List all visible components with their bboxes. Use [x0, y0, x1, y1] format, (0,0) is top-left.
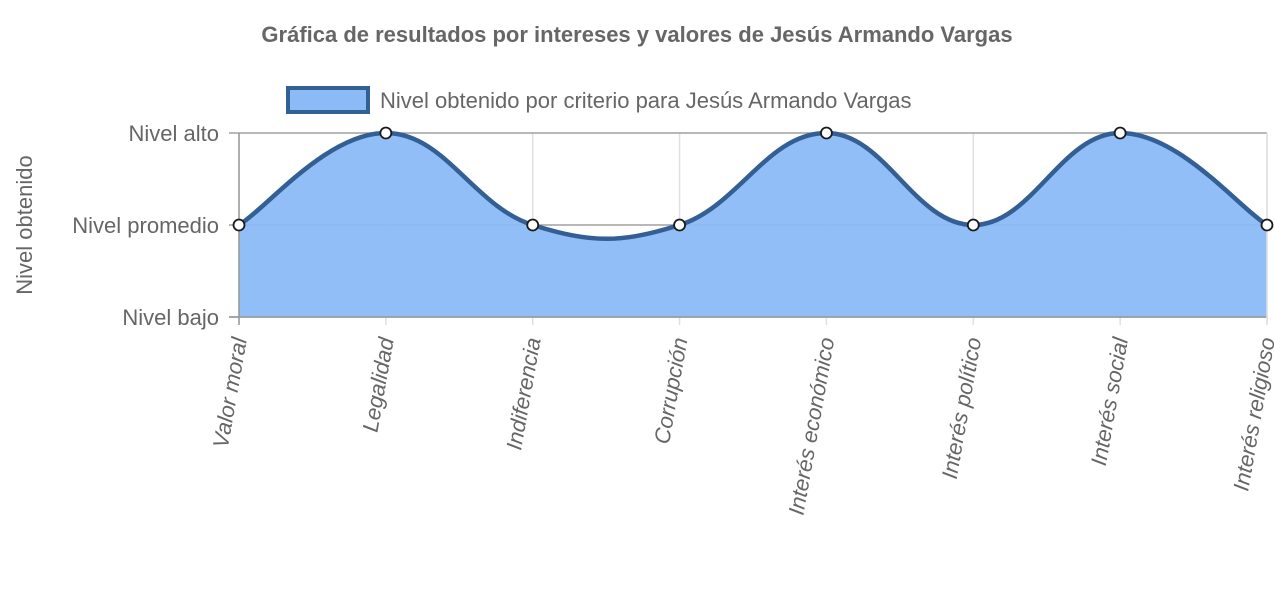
legend-swatch[interactable] [286, 86, 370, 114]
x-tick-label: Interés político [937, 336, 986, 481]
x-tick-label: Corrupción [649, 336, 692, 446]
y-tick-label: Nivel promedio [72, 213, 219, 238]
x-tick-label: Valor moral [208, 334, 252, 449]
data-point [1260, 218, 1274, 232]
y-axis-title: Nivel obtenido [12, 155, 37, 294]
series-area [239, 133, 1267, 317]
x-tick-labels: Valor moral Legalidad Indiferencia Corrupci… [208, 334, 1274, 516]
series-line [237, 130, 1269, 241]
x-tick-label: Interés social [1086, 334, 1133, 467]
data-point [232, 218, 246, 232]
y-tick-label: Nivel bajo [122, 305, 219, 330]
x-tick-label: Legalidad [358, 335, 399, 434]
y-tick-labels: Nivel bajo Nivel promedio Nivel alto [72, 121, 219, 330]
x-tick-label: Indiferencia [501, 336, 545, 452]
data-point [966, 218, 980, 232]
legend[interactable]: Nivel obtenido por criterio para Jesús A… [286, 86, 912, 114]
data-point [820, 126, 833, 140]
x-tick-label: Interés religioso [1228, 336, 1274, 493]
data-point [1113, 126, 1127, 140]
data-point [379, 126, 393, 140]
x-tick-label: Interés económico [784, 336, 840, 517]
y-tick-label: Nivel alto [129, 121, 219, 146]
data-points [232, 126, 1274, 232]
chart-title: Gráfica de resultados por intereses y va… [261, 22, 1012, 47]
data-point [673, 218, 686, 232]
data-point [526, 218, 540, 232]
legend-label[interactable]: Nivel obtenido por criterio para Jesús A… [380, 88, 912, 113]
plot-area [237, 130, 1269, 317]
